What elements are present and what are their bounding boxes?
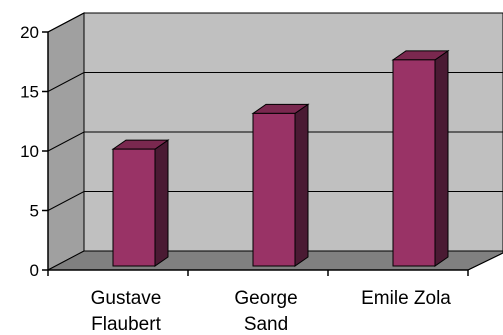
x-category-label-line: Emile Zola [361, 288, 451, 309]
y-tick-label: 20 [20, 23, 39, 42]
bar-side [294, 103, 309, 267]
gridline [47, 72, 503, 92]
gridline [47, 131, 503, 152]
gridline [47, 12, 503, 33]
x-category-label-line: Flaubert [91, 314, 161, 335]
x-category-label: Gustave Flaubert [91, 288, 162, 335]
x-axis-labels: Gustave Flaubert George Sand Emile Zola [47, 270, 469, 335]
bar [111, 139, 170, 267]
gridline [47, 191, 503, 211]
gridlines [47, 12, 503, 211]
y-axis: 0 5 10 15 20 [20, 23, 49, 280]
y-tick-label: 0 [30, 261, 39, 280]
floor-right-edge [467, 252, 503, 271]
bar [391, 49, 450, 267]
x-category-label-line: Gustave [91, 288, 162, 309]
x-category-label: George Sand [234, 288, 297, 335]
bar-side [154, 139, 169, 267]
bar [251, 103, 310, 267]
x-category-label-line: George [234, 288, 297, 309]
bar-front [112, 148, 156, 267]
y-tick-label: 15 [20, 83, 39, 102]
x-category-label-line: Sand [244, 314, 288, 335]
y-tick-label: 10 [20, 142, 39, 161]
bar-side [434, 49, 449, 267]
y-tick-label: 5 [30, 202, 39, 221]
bar-front [252, 112, 296, 267]
x-category-label: Emile Zola [361, 288, 451, 309]
bar-front [392, 59, 436, 267]
bars [111, 49, 450, 267]
